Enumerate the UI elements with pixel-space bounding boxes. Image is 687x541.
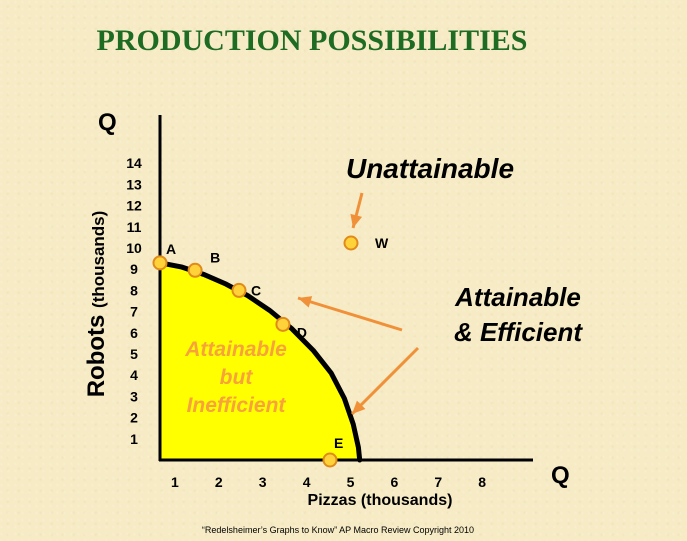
x-tick-label: 8 [478,474,486,490]
region-label-line2: but [220,366,254,389]
copyright-footer: “Redelsheimer’s Graphs to Know” AP Macro… [202,525,474,535]
chart-title: PRODUCTION POSSIBILITIES [97,24,528,57]
y-tick-label: 3 [130,388,138,404]
point-a [152,255,168,271]
point-d [275,316,291,332]
ppf-curve [157,260,363,463]
x-tick-label: 3 [259,474,267,490]
y-axis-label: Robots (thousands) [83,211,110,398]
x-axis-symbol: Q [551,462,570,489]
region-label-line1: Attainable [184,338,287,361]
attainable-inefficient-region [160,262,360,460]
x-tick-label: 1 [171,474,179,490]
y-tick-label: 12 [126,198,142,214]
y-tick-label: 8 [130,282,138,298]
point-label-c: C [251,282,261,298]
annotation-arrows [297,192,420,416]
labeled-points: A B C D E W [152,235,389,468]
point-b [187,262,203,278]
y-tick-label: 6 [130,325,138,341]
arrow-head [352,400,366,414]
annotation-efficient-line1: Attainable [454,282,581,312]
point-label-w: W [375,235,389,251]
x-tick-label: 2 [215,474,223,490]
y-tick-label: 10 [126,240,142,256]
y-tick-label: 14 [126,155,142,171]
region-label-line3: Inefficient [187,394,287,417]
point-label-b: B [210,249,220,265]
arrow-head [298,296,313,308]
x-tick-label: 5 [347,474,355,490]
y-tick-label: 7 [130,304,138,320]
point-label-d: D [297,324,307,340]
y-tick-label: 1 [130,431,138,447]
x-tick-label: 6 [391,474,399,490]
arrow-efficient-to-d [297,296,403,332]
point-e [322,452,338,468]
x-tick-labels: 1 2 3 4 5 6 7 8 [171,474,486,490]
y-axis-label-main: Robots [83,308,110,397]
x-tick-label: 4 [303,474,311,490]
y-axis-label-unit: (thousands) [89,211,108,308]
annotation-unattainable: Unattainable [346,153,514,184]
x-tick-label: 7 [434,474,442,490]
arrow-head [350,213,363,228]
y-tick-label: 9 [130,261,138,277]
y-tick-label: 11 [127,219,142,235]
y-tick-label: 4 [130,367,138,383]
point-w [343,235,359,251]
arrow-efficient-to-e [350,346,420,416]
y-tick-label: 5 [130,346,138,362]
annotation-efficient-line2: & Efficient [454,317,583,347]
point-c [231,282,247,298]
y-tick-label: 2 [130,410,138,426]
point-label-e: E [334,435,343,451]
y-axis-symbol: Q [98,109,117,136]
point-label-a: A [166,241,176,257]
x-axis-label: Pizzas (thousands) [308,492,453,509]
y-tick-label: 13 [126,176,142,192]
